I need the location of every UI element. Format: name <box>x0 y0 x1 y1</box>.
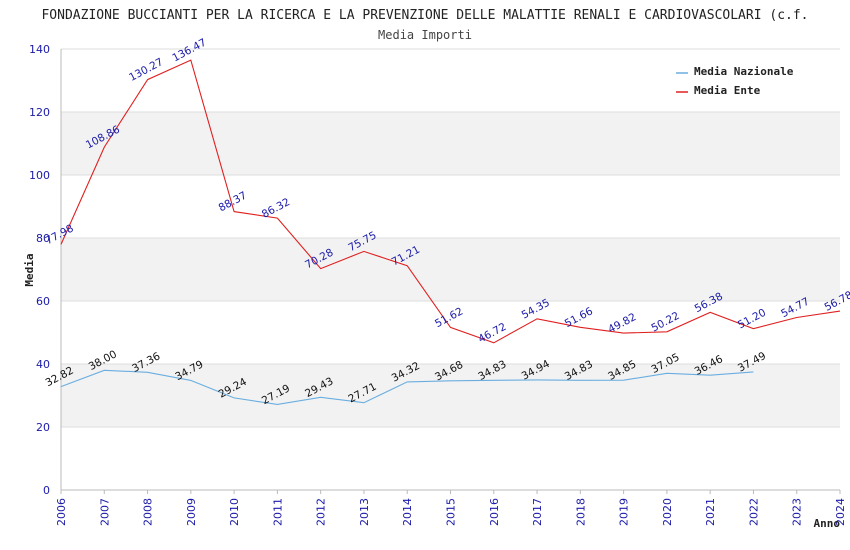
band-0-20 <box>61 427 840 490</box>
x-tick-label-2011: 2011 <box>271 498 284 526</box>
x-tick-label-2007: 2007 <box>98 498 111 526</box>
legend-label-media-nazionale: Media Nazionale <box>694 65 794 78</box>
y-tick-label-80: 80 <box>36 232 50 245</box>
band-100-120 <box>61 112 840 175</box>
band-60-80 <box>61 238 840 301</box>
y-tick-label-100: 100 <box>29 169 50 182</box>
x-tick-label-2021: 2021 <box>704 498 717 526</box>
series-line-media-nazionale <box>60 369 754 405</box>
band-80-100 <box>61 175 840 238</box>
x-tick-label-2014: 2014 <box>401 498 414 526</box>
y-axis-ticks: 0 20 40 60 80 100 120 140 <box>29 43 50 497</box>
band-20-40 <box>61 364 840 427</box>
x-tick-label-2019: 2019 <box>618 498 631 526</box>
x-axis-label: Anno <box>814 517 841 530</box>
x-tick-label-2013: 2013 <box>358 498 371 526</box>
x-tick-label-2018: 2018 <box>574 498 587 526</box>
y-tick-label-20: 20 <box>36 421 50 434</box>
y-axis-label: Media <box>23 253 36 286</box>
legend-label-media-ente: Media Ente <box>694 84 761 97</box>
chart-subtitle: Media Importi <box>378 28 472 42</box>
y-tick-label-40: 40 <box>36 358 50 371</box>
x-tick-label-2017: 2017 <box>531 498 544 526</box>
x-tick-label-2010: 2010 <box>228 498 241 526</box>
x-tick-label-2020: 2020 <box>661 498 674 526</box>
chart-title: FONDAZIONE BUCCIANTI PER LA RICERCA E LA… <box>41 8 808 23</box>
y-tick-label-140: 140 <box>29 43 50 56</box>
x-tick-label-2008: 2008 <box>142 498 155 526</box>
x-tick-label-2016: 2016 <box>488 498 501 526</box>
x-tick-label-2009: 2009 <box>185 498 198 526</box>
x-tick-label-2012: 2012 <box>315 498 328 526</box>
band-40-60 <box>61 301 840 364</box>
y-tick-label-0: 0 <box>43 484 50 497</box>
x-tick-label-2015: 2015 <box>445 498 458 526</box>
series-lines <box>60 59 841 405</box>
y-tick-label-120: 120 <box>29 106 50 119</box>
x-tick-label-2006: 2006 <box>55 498 68 526</box>
legend: Media Nazionale Media Ente <box>676 65 794 97</box>
x-tick-label-2023: 2023 <box>791 498 804 526</box>
x-tick-label-2022: 2022 <box>747 498 760 526</box>
background-bands <box>61 49 840 490</box>
x-tick-label-2024: 2024 <box>834 498 847 526</box>
x-axis-ticks: 2006 2007 2008 2009 2010 2011 2012 2013 2014 2015… <box>55 490 847 526</box>
y-tick-label-60: 60 <box>36 295 50 308</box>
series-line-media-ente <box>60 59 841 344</box>
